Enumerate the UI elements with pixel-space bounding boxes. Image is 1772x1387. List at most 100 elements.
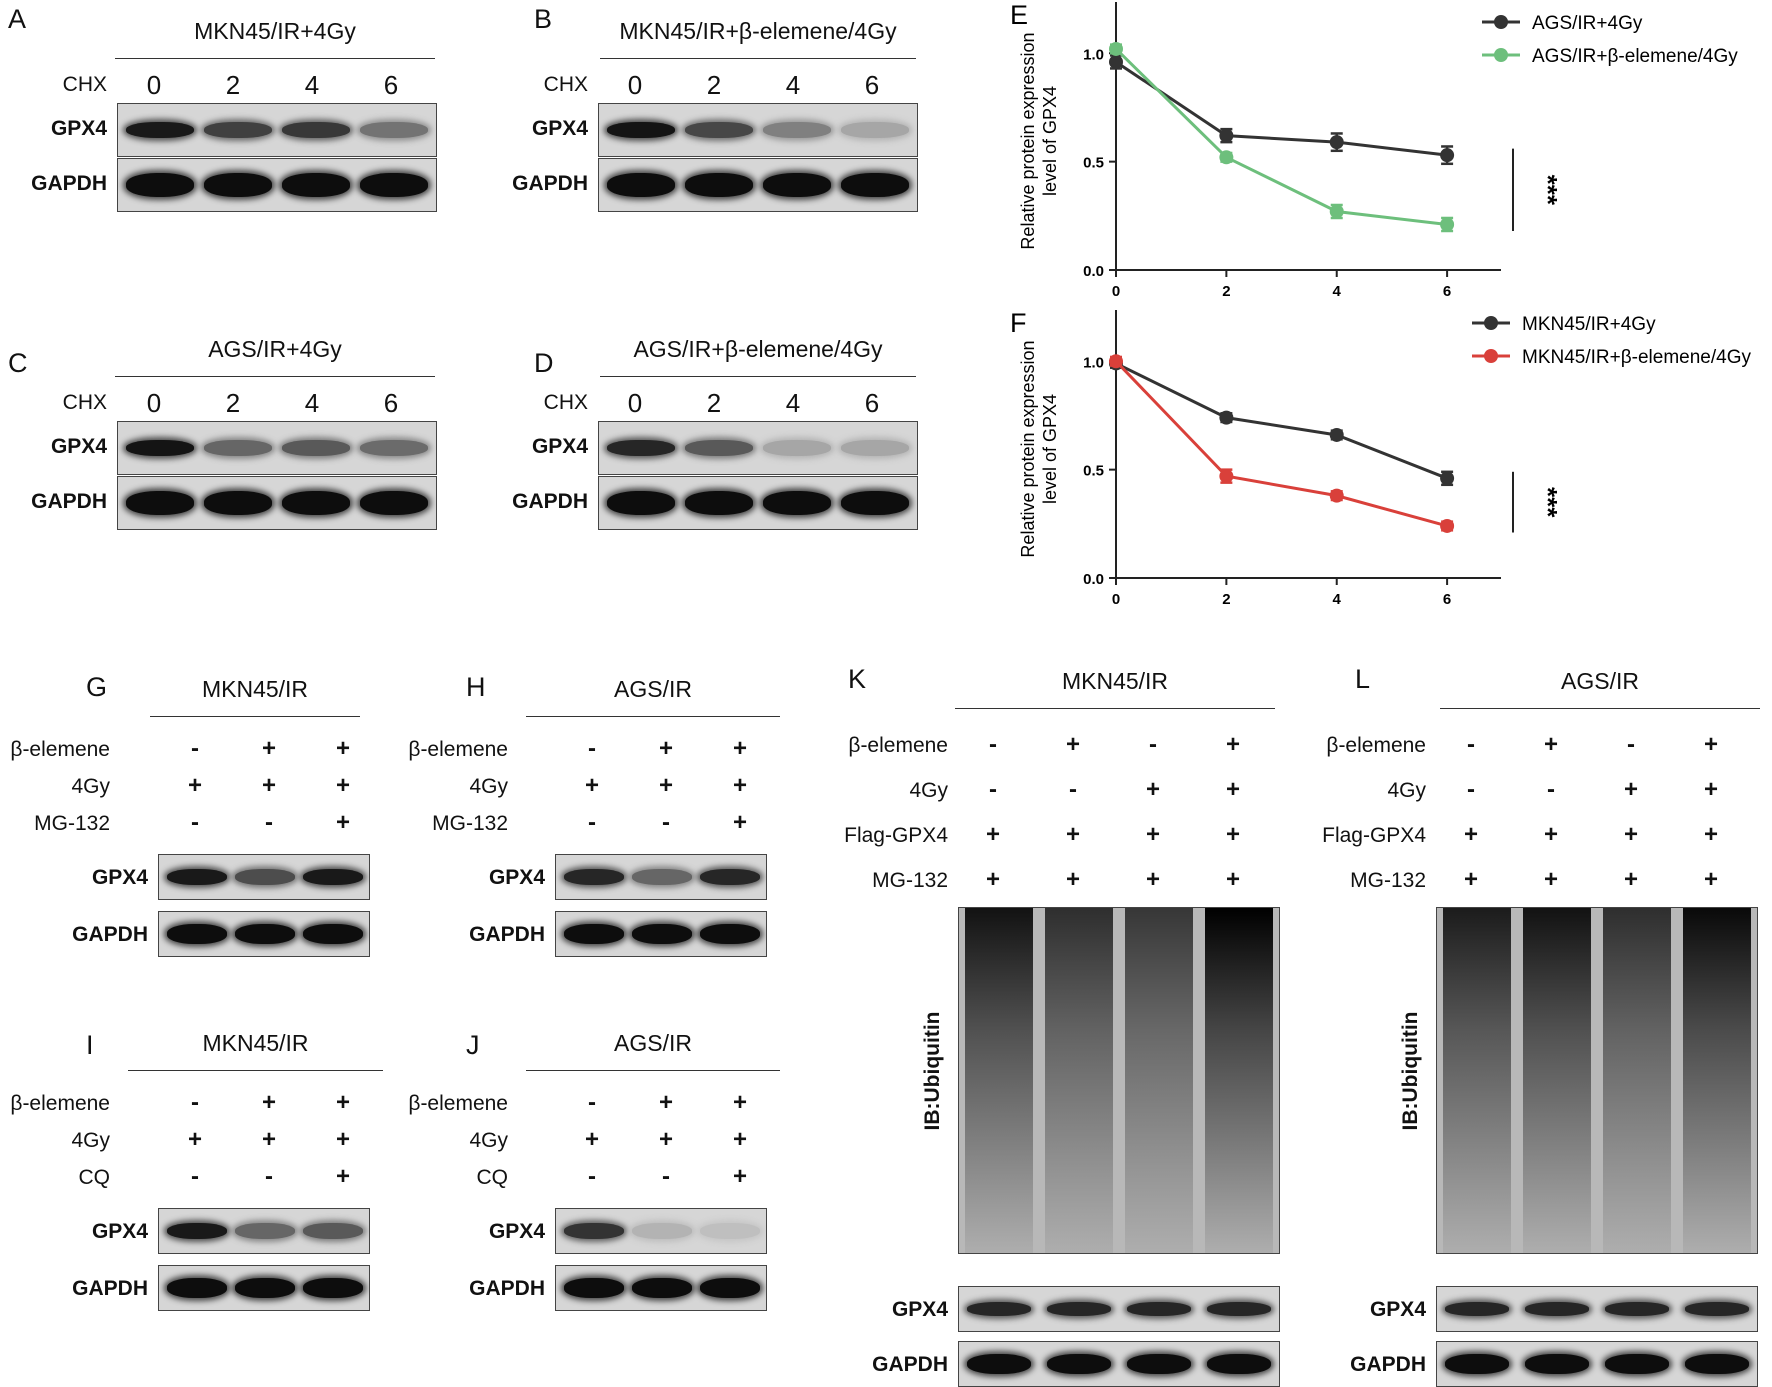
- blot-band: [763, 491, 831, 515]
- blot-band: [632, 1223, 692, 1239]
- treatment-label: 4Gy: [469, 1129, 508, 1152]
- time-label: 2: [225, 388, 241, 418]
- legend-marker: [1484, 349, 1498, 363]
- time-label: 6: [864, 388, 880, 418]
- treatment-mark: +: [335, 735, 350, 762]
- treatment-mark: +: [187, 1126, 202, 1153]
- time-label: 4: [304, 388, 320, 418]
- treatment-mark: +: [1543, 866, 1558, 893]
- blot-band: [167, 1223, 227, 1239]
- ubiquitin-lane: [1125, 908, 1193, 1253]
- x-tick-label: 2: [1222, 591, 1230, 608]
- ubiquitin-blot: [958, 907, 1280, 1254]
- y-axis-label: level of GPX4: [1040, 394, 1060, 504]
- treatment-mark: +: [261, 1089, 276, 1116]
- series-line: [1114, 47, 1448, 226]
- treatment-label: CQ: [476, 1166, 509, 1189]
- treatment-label: β-elemene: [848, 734, 948, 757]
- line-chart-F: F 0.0 0.5 1.0 0 2 4 6 Relative protein expressio…: [1010, 308, 1751, 608]
- blot-band: [1047, 1354, 1111, 1374]
- gapdh-blot: [158, 1265, 370, 1311]
- panel-letter: L: [1355, 664, 1371, 694]
- treatment-mark: +: [1145, 821, 1160, 848]
- blot-band: [841, 440, 909, 456]
- treatment-mark: +: [732, 809, 747, 836]
- data-point: [1329, 135, 1344, 150]
- legend-label: AGS/IR+β-elemene/4Gy: [1532, 46, 1738, 67]
- blot-band: [564, 869, 624, 885]
- treatment-mark: +: [335, 1126, 350, 1153]
- blot-band: [126, 122, 194, 138]
- treatment-mark: +: [1703, 776, 1718, 803]
- time-label: 0: [627, 70, 643, 100]
- title-underline: [128, 1070, 383, 1071]
- treatment-mark: +: [732, 1163, 747, 1190]
- band-label-gpx4: GPX4: [488, 866, 545, 889]
- band-label-gpx4: GPX4: [531, 117, 588, 140]
- x-tick-label: 6: [1443, 283, 1451, 300]
- blot-band: [685, 173, 753, 197]
- treatment-label: β-elemene: [10, 738, 110, 761]
- blot-band: [360, 440, 428, 456]
- treatment-label: MG-132: [1350, 869, 1426, 892]
- gpx4-blot: [117, 103, 437, 157]
- treatment-mark: +: [261, 1126, 276, 1153]
- data-point: [1440, 471, 1455, 486]
- legend-marker: [1484, 316, 1498, 330]
- treatment-mark: -: [662, 809, 670, 836]
- blot-band: [607, 173, 675, 197]
- treatment-mark: +: [658, 772, 673, 799]
- y-axis-label: Relative protein expression: [1018, 340, 1038, 557]
- blot-band: [235, 924, 295, 944]
- blot-band: [763, 173, 831, 197]
- time-label: 6: [383, 70, 399, 100]
- x-tick-label: 6: [1443, 591, 1451, 608]
- treatment-mark: +: [732, 1126, 747, 1153]
- blot-band: [1605, 1354, 1669, 1374]
- panel-letter: I: [86, 1030, 94, 1060]
- gpx4-blot: [598, 103, 918, 157]
- blot-band: [632, 869, 692, 885]
- treatment-mark: -: [588, 1089, 596, 1116]
- band-label-gapdh: GAPDH: [469, 923, 545, 946]
- treatment-label: 4Gy: [469, 775, 508, 798]
- treatment-mark: +: [1065, 731, 1080, 758]
- blot-band: [685, 440, 753, 456]
- gpx4-blot: [158, 1208, 370, 1254]
- time-label: 4: [785, 388, 801, 418]
- treatment-mark: +: [1225, 866, 1240, 893]
- band-label-gapdh: GAPDH: [31, 172, 107, 195]
- blot-band: [841, 173, 909, 197]
- chx-label: CHX: [62, 73, 107, 96]
- treatment-mark: -: [191, 1089, 199, 1116]
- time-label: 2: [225, 70, 241, 100]
- gpx4-blot: [598, 421, 918, 475]
- ubiquitin-lane: [1205, 908, 1273, 1253]
- treatment-mark: +: [335, 809, 350, 836]
- band-label-gapdh: GAPDH: [512, 490, 588, 513]
- blot-band: [235, 1223, 295, 1239]
- treatment-label: MG-132: [34, 812, 110, 835]
- treatment-mark: +: [1623, 866, 1638, 893]
- significance-label: ***: [1533, 487, 1563, 518]
- series-line: [1115, 60, 1448, 157]
- treatment-mark: -: [1149, 731, 1157, 758]
- panel-title: MKN45/IR+β-elemene/4Gy: [619, 18, 897, 44]
- treatment-mark: -: [662, 1163, 670, 1190]
- time-label: 2: [706, 70, 722, 100]
- blot-band: [167, 924, 227, 944]
- blot-band: [1207, 1302, 1271, 1316]
- blot-band: [1605, 1302, 1669, 1316]
- time-label: 2: [706, 388, 722, 418]
- time-label: 0: [146, 70, 162, 100]
- treatment-label: β-elemene: [408, 1092, 508, 1115]
- treatment-mark: +: [584, 772, 599, 799]
- panel-title: AGS/IR+β-elemene/4Gy: [633, 336, 883, 362]
- blot-band: [303, 869, 363, 885]
- y-tick-label: 1.0: [1083, 354, 1104, 371]
- time-label: 6: [383, 388, 399, 418]
- treatment-mark: -: [588, 1163, 596, 1190]
- data-point: [1219, 410, 1234, 425]
- band-label-gapdh: GAPDH: [469, 1277, 545, 1300]
- gpx4-blot: [958, 1286, 1280, 1332]
